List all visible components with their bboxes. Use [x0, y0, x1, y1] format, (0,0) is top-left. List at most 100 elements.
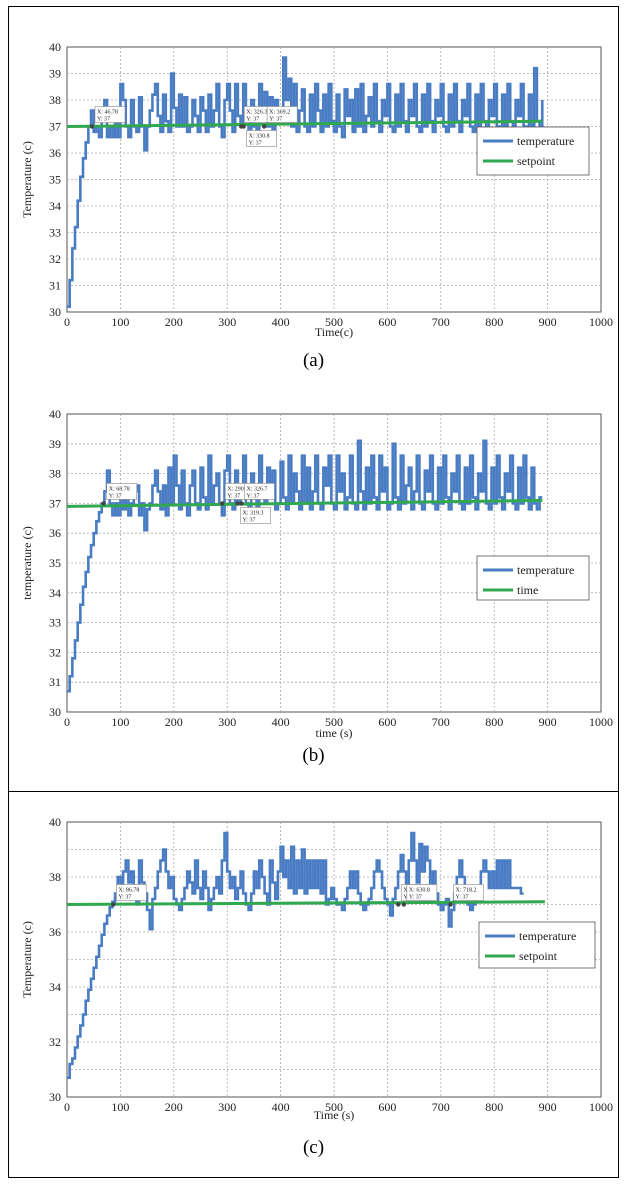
y-tick-label: 37 — [49, 496, 61, 510]
datatip-marker — [89, 124, 95, 129]
datatip-marker — [261, 124, 267, 129]
datatip-marker — [235, 501, 240, 506]
datatip-marker — [111, 902, 116, 907]
x-tick-label: 0 — [64, 315, 70, 329]
datatip-marker — [241, 124, 246, 129]
x-tick-label: 1000 — [589, 1100, 613, 1114]
y-tick-label: 34 — [49, 980, 61, 994]
legend: temperature time — [476, 555, 590, 601]
x-tick-label: 200 — [165, 715, 183, 729]
series-line-temperature — [67, 56, 544, 308]
legend-box — [476, 126, 590, 176]
x-tick-label: 1000 — [589, 715, 613, 729]
datatip-marker — [239, 501, 244, 506]
chart-b: 0 100 200 300 400 500 600 700 800 900 1000 30 31 32 33… — [20, 407, 613, 740]
datatip-y: Y: 37 — [97, 117, 110, 123]
x-tick-label: 300 — [218, 315, 236, 329]
x-tick-label: 900 — [539, 315, 557, 329]
x-tick-label: 600 — [378, 1100, 396, 1114]
y-tick-label: 38 — [49, 870, 61, 884]
legend: temperature setpoint — [476, 126, 590, 176]
x-tick-label: 400 — [272, 1100, 290, 1114]
datatip-box — [116, 884, 147, 901]
chart-c: 0 100 200 300 400 500 600 700 800 900 1000 30 32 34 36… — [20, 815, 613, 1122]
x-tick-label: 900 — [539, 715, 557, 729]
y-tick-label: 32 — [49, 1035, 61, 1049]
y-tick-label: 40 — [49, 407, 61, 421]
datatip-y: Y: 37 — [109, 493, 122, 499]
legend-box — [478, 921, 596, 969]
datatip-x: X: 319.3 — [243, 510, 264, 516]
x-tick-label: 500 — [325, 315, 343, 329]
caption-c: (c) — [302, 1137, 325, 1158]
datatip-box — [244, 483, 275, 500]
series-line-setpoint — [66, 119, 543, 128]
x-tick-label: 200 — [165, 315, 183, 329]
x-tick-label: 500 — [325, 715, 343, 729]
x-tick-label: 1000 — [589, 315, 613, 329]
y-tick-label: 31 — [49, 675, 61, 689]
y-tick-label: 40 — [49, 40, 61, 54]
y-tick-label: 33 — [49, 226, 61, 240]
legend-label-time: time — [517, 583, 538, 597]
x-tick-label: 800 — [485, 715, 503, 729]
datatip-y: Y: 37 — [269, 117, 282, 123]
x-tick-label: 600 — [378, 315, 396, 329]
x-tick-label: 800 — [485, 315, 503, 329]
datatip-x: X: 369.2 — [269, 110, 290, 116]
datatip-box — [94, 106, 126, 123]
y-tick-label: 30 — [49, 705, 61, 719]
y-axis-label: Temperature (c) — [20, 921, 34, 998]
y-tick-label: 32 — [49, 252, 61, 266]
datatip-marker — [396, 902, 401, 907]
caption-b: (b) — [302, 745, 325, 766]
y-axis-label: temperature (c) — [20, 526, 34, 600]
datatip-x: X: 326.7 — [246, 486, 267, 492]
y-tick-label: 35 — [49, 556, 61, 570]
y-axis-label: Temperature (c) — [20, 141, 34, 218]
datatip-x: X: 290.7 — [227, 486, 248, 492]
y-tick-label: 36 — [49, 925, 61, 939]
panel-b: 0 100 200 300 400 500 600 700 800 900 1000 30 31 32 33… — [8, 394, 619, 792]
x-tick-label: 600 — [378, 715, 396, 729]
x-tick-label: 100 — [111, 315, 129, 329]
legend-label-temperature: temperature — [519, 929, 576, 943]
panel-a: 0 100 200 300 400 500 600 700 800 900 1000 30 31 32 33… — [8, 6, 619, 396]
datatip-marker — [448, 902, 453, 907]
datatip-y: Y: 37 — [456, 895, 469, 901]
panel-c: 0 100 200 300 400 500 600 700 800 900 1000 30 32 34 36… — [8, 792, 619, 1178]
datatip-x: X: 86.78 — [118, 888, 139, 894]
y-tick-label: 30 — [49, 305, 61, 319]
datatip-y: Y: 37 — [249, 141, 262, 147]
datatip-x: X: 330.8 — [249, 134, 270, 140]
datatip-box — [240, 507, 271, 524]
legend-label-setpoint: setpoint — [517, 154, 556, 168]
series-line-time — [66, 498, 543, 508]
y-tick-label: 34 — [49, 199, 61, 213]
x-tick-label: 800 — [485, 1100, 503, 1114]
y-tick-label: 36 — [49, 526, 61, 540]
x-tick-label: 700 — [432, 315, 450, 329]
x-tick-label: 400 — [272, 715, 290, 729]
x-tick-label: 700 — [432, 1100, 450, 1114]
x-tick-label: 700 — [432, 715, 450, 729]
datatip-box — [453, 884, 484, 901]
y-tick-label: 39 — [49, 67, 61, 81]
caption-a: (a) — [302, 350, 325, 371]
datatip-y: Y: 37 — [227, 493, 240, 499]
series-line-temperature — [67, 439, 543, 693]
datatip-x: X: 46.78 — [97, 110, 118, 116]
datatip-x: X: 718.2 — [456, 888, 477, 894]
x-tick-label: 100 — [111, 715, 129, 729]
datatip-y: Y: 37 — [409, 895, 422, 901]
datatip-y: Y: 37 — [246, 493, 259, 499]
legend-box — [476, 555, 590, 601]
legend: temperature setpoint — [478, 921, 596, 969]
datatip-marker — [401, 902, 407, 907]
datatip-x: X: 630.8 — [409, 888, 430, 894]
y-tick-label: 37 — [49, 120, 61, 134]
y-tick-label: 38 — [49, 93, 61, 107]
datatip-marker — [101, 501, 106, 506]
legend-label-setpoint: setpoint — [519, 949, 558, 963]
datatip-x: X: 326.3 — [246, 110, 267, 116]
